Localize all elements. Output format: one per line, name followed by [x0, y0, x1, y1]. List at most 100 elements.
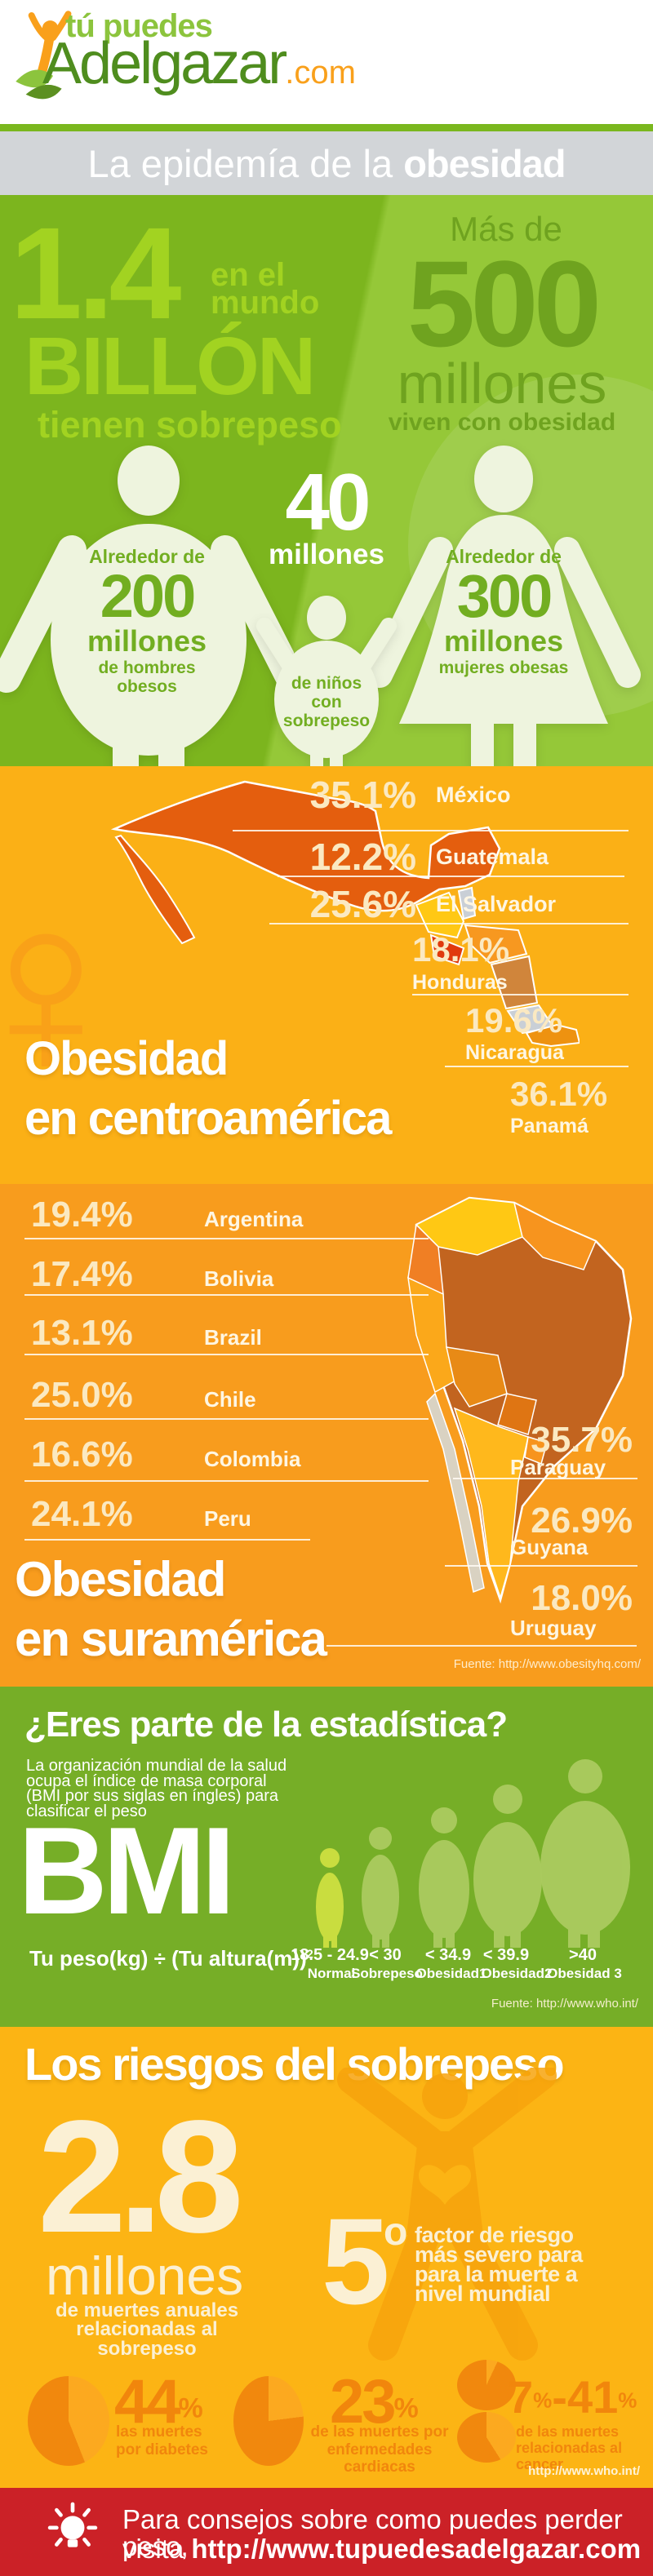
sur-label-argentina: Argentina [204, 1207, 304, 1231]
separator [24, 1238, 429, 1239]
deaths-desc1: de muertes anuales [55, 2299, 239, 2321]
south-america-map [407, 1196, 633, 1604]
centro-row-panama: 36.1% Panamá [510, 1077, 607, 1137]
logo-wordmark: Adelgazar [42, 31, 287, 96]
risks-source-link[interactable]: http://www.who.int/ [528, 2464, 640, 2478]
footer-url-link[interactable]: http://www.tupuedesadelgazar.com [191, 2534, 642, 2564]
sur-title-line2: en suramérica [15, 1612, 327, 1666]
centro-row-mexico: 35.1% México [229, 776, 511, 814]
diabetes-label1: las muertes [116, 2423, 202, 2441]
stat-billion-number: 1.4 [10, 200, 181, 346]
stat-obese-caption: viven con obesidad [388, 409, 616, 436]
stat-billion-en-el: en el [211, 257, 286, 293]
stat-children-block: 40 millones [253, 457, 400, 569]
factor-ordinal: o [384, 2210, 408, 2254]
bmi-paragraph: La organización mundial de la salud ocup… [26, 1758, 287, 1819]
stat-men-desc2: obesos [117, 677, 177, 696]
bmi-cat-obesidad3: Obesidad 3 [547, 1966, 622, 1981]
stat-men-desc1: de hombres [98, 658, 196, 677]
stat-child-caption: de niños con sobrepeso [269, 675, 384, 729]
bmi-range-sobrepeso: < 30 [369, 1946, 402, 1964]
stat-women-number: 300 [456, 562, 553, 630]
sur-label-guyana: Guyana [510, 1535, 589, 1559]
centro-pct-nicaragua: 19.6% [465, 1001, 563, 1040]
bmi-para-line2: ocupa el índice de masa corporal [26, 1771, 267, 1790]
cancer-pct: 7%-41% [508, 2371, 637, 2423]
separator [24, 1539, 310, 1541]
footer-line1: Para consejos sobre como puedes perder p… [122, 2504, 623, 2561]
stat-men-block: Alrededor de 200 millones de hombres obe… [65, 546, 229, 696]
page-title: La epidemía de la obesidad [87, 141, 566, 185]
factor-text: factor de riesgo más severo para para la… [415, 2223, 583, 2305]
cancer-label1: de las muertes [516, 2423, 620, 2440]
bmi-source-link[interactable]: Fuente: http://www.who.int/ [491, 1997, 638, 2011]
centro-pct-elsalvador: 25.6% [309, 883, 416, 925]
silhouette-normal [316, 1848, 344, 1948]
bmi-para-line1: La organización mundial de la salud [26, 1757, 287, 1775]
stat-women-pre: Alrededor de [446, 546, 562, 567]
sur-label-colombia: Colombia [204, 1447, 301, 1471]
bmi-para-line3: (BMI por sus siglas en íngles) para [26, 1787, 279, 1805]
centro-row-honduras: 18.1% Honduras [412, 933, 509, 993]
stat-women-block: Alrededor de 300 millones mujeres obesas [422, 546, 585, 677]
silhouette-obesidad2 [473, 1785, 542, 1948]
stat-child-line2: con [311, 693, 342, 712]
sur-source-link[interactable]: Fuente: http://www.obesityhq.com/ [453, 1657, 641, 1671]
stat-billion-mundo: mundo [211, 285, 320, 321]
stat-child-line3: sobrepeso [282, 712, 371, 730]
sur-pct-brazil: 13.1% [31, 1313, 133, 1353]
centroamerica-section: ♀ 35.1% México 12.2% Guatemala 25.6% El … [0, 766, 653, 1184]
sur-pct-chile: 25.0% [31, 1375, 133, 1415]
bolivia-shape [446, 1346, 508, 1408]
world-stats-section: 1.4 en el mundo BILLÓN tienen sobrepeso … [0, 195, 653, 766]
logo[interactable]: Adelgazar.com [42, 34, 356, 93]
bmi-cat-normal: Normal [307, 1966, 356, 1981]
central-america-map [110, 780, 580, 1048]
cardiac-label1: de las muertes por [310, 2423, 449, 2441]
belize-shape [457, 886, 477, 920]
cardiac-pie-chart [233, 2376, 304, 2466]
separator [278, 876, 624, 877]
lightbulb-icon [47, 2502, 98, 2547]
separator [445, 1066, 629, 1067]
cancer-pie-chart-small [457, 2360, 516, 2410]
stat-children-number: 40 [285, 457, 371, 547]
separator [445, 1565, 637, 1567]
sur-pct-paraguay: 35.7% [531, 1420, 633, 1460]
silhouette-sobrepeso [362, 1827, 399, 1948]
centro-row-nicaragua: 19.6% Nicaragua [465, 1004, 564, 1063]
bmi-range-obesidad1: < 34.9 [424, 1946, 472, 1964]
stat-men-number: 200 [100, 562, 196, 630]
factor-line1: factor de riesgo [415, 2223, 574, 2247]
bmi-cat-obesidad1: Obesidad1 [415, 1966, 487, 1981]
sur-label-uruguay: Uruguay [510, 1616, 597, 1640]
stat-billion-word: BILLÓN [24, 321, 316, 412]
stat-obese-unit: millones [397, 352, 607, 415]
footer-banner: Para consejos sobre como puedes perder p… [0, 2488, 653, 2576]
deaths-desc2: relacionadas al sobrepeso [76, 2318, 218, 2360]
centro-row-guatemala: 12.2% Guatemala [229, 838, 549, 876]
suramerica-section: 19.4% Argentina 17.4% Bolivia 13.1% Braz… [0, 1184, 653, 1687]
bmi-range-obesidad3: >40 [569, 1946, 597, 1964]
diabetes-pie-chart [28, 2376, 109, 2466]
panama-shape [525, 1023, 580, 1048]
mexico-shape [110, 780, 501, 912]
sur-label-peru: Peru [204, 1506, 251, 1531]
sur-title-line1: Obesidad [15, 1552, 226, 1607]
centro-title-line2: en centroamérica [24, 1092, 392, 1145]
separator [24, 1480, 429, 1482]
cardiac-label2: enfermedades cardiacas [326, 2441, 433, 2476]
stat-men-pre: Alrededor de [89, 546, 205, 567]
centro-label-panama: Panamá [510, 1115, 589, 1137]
guyanas-shape [513, 1201, 597, 1270]
sur-pct-argentina: 19.4% [31, 1195, 133, 1235]
main-title-bar: La epidemía de la obesidad [0, 131, 653, 195]
separator [269, 923, 629, 924]
obese-woman-figure [366, 446, 641, 766]
cancer-label2: relacionadas al cancer [516, 2440, 623, 2472]
centro-label-guatemala: Guatemala [436, 844, 549, 869]
bmi-range-obesidad2: < 39.9 [482, 1946, 530, 1964]
separator [24, 1294, 429, 1296]
logo-tld: .com [285, 55, 356, 91]
